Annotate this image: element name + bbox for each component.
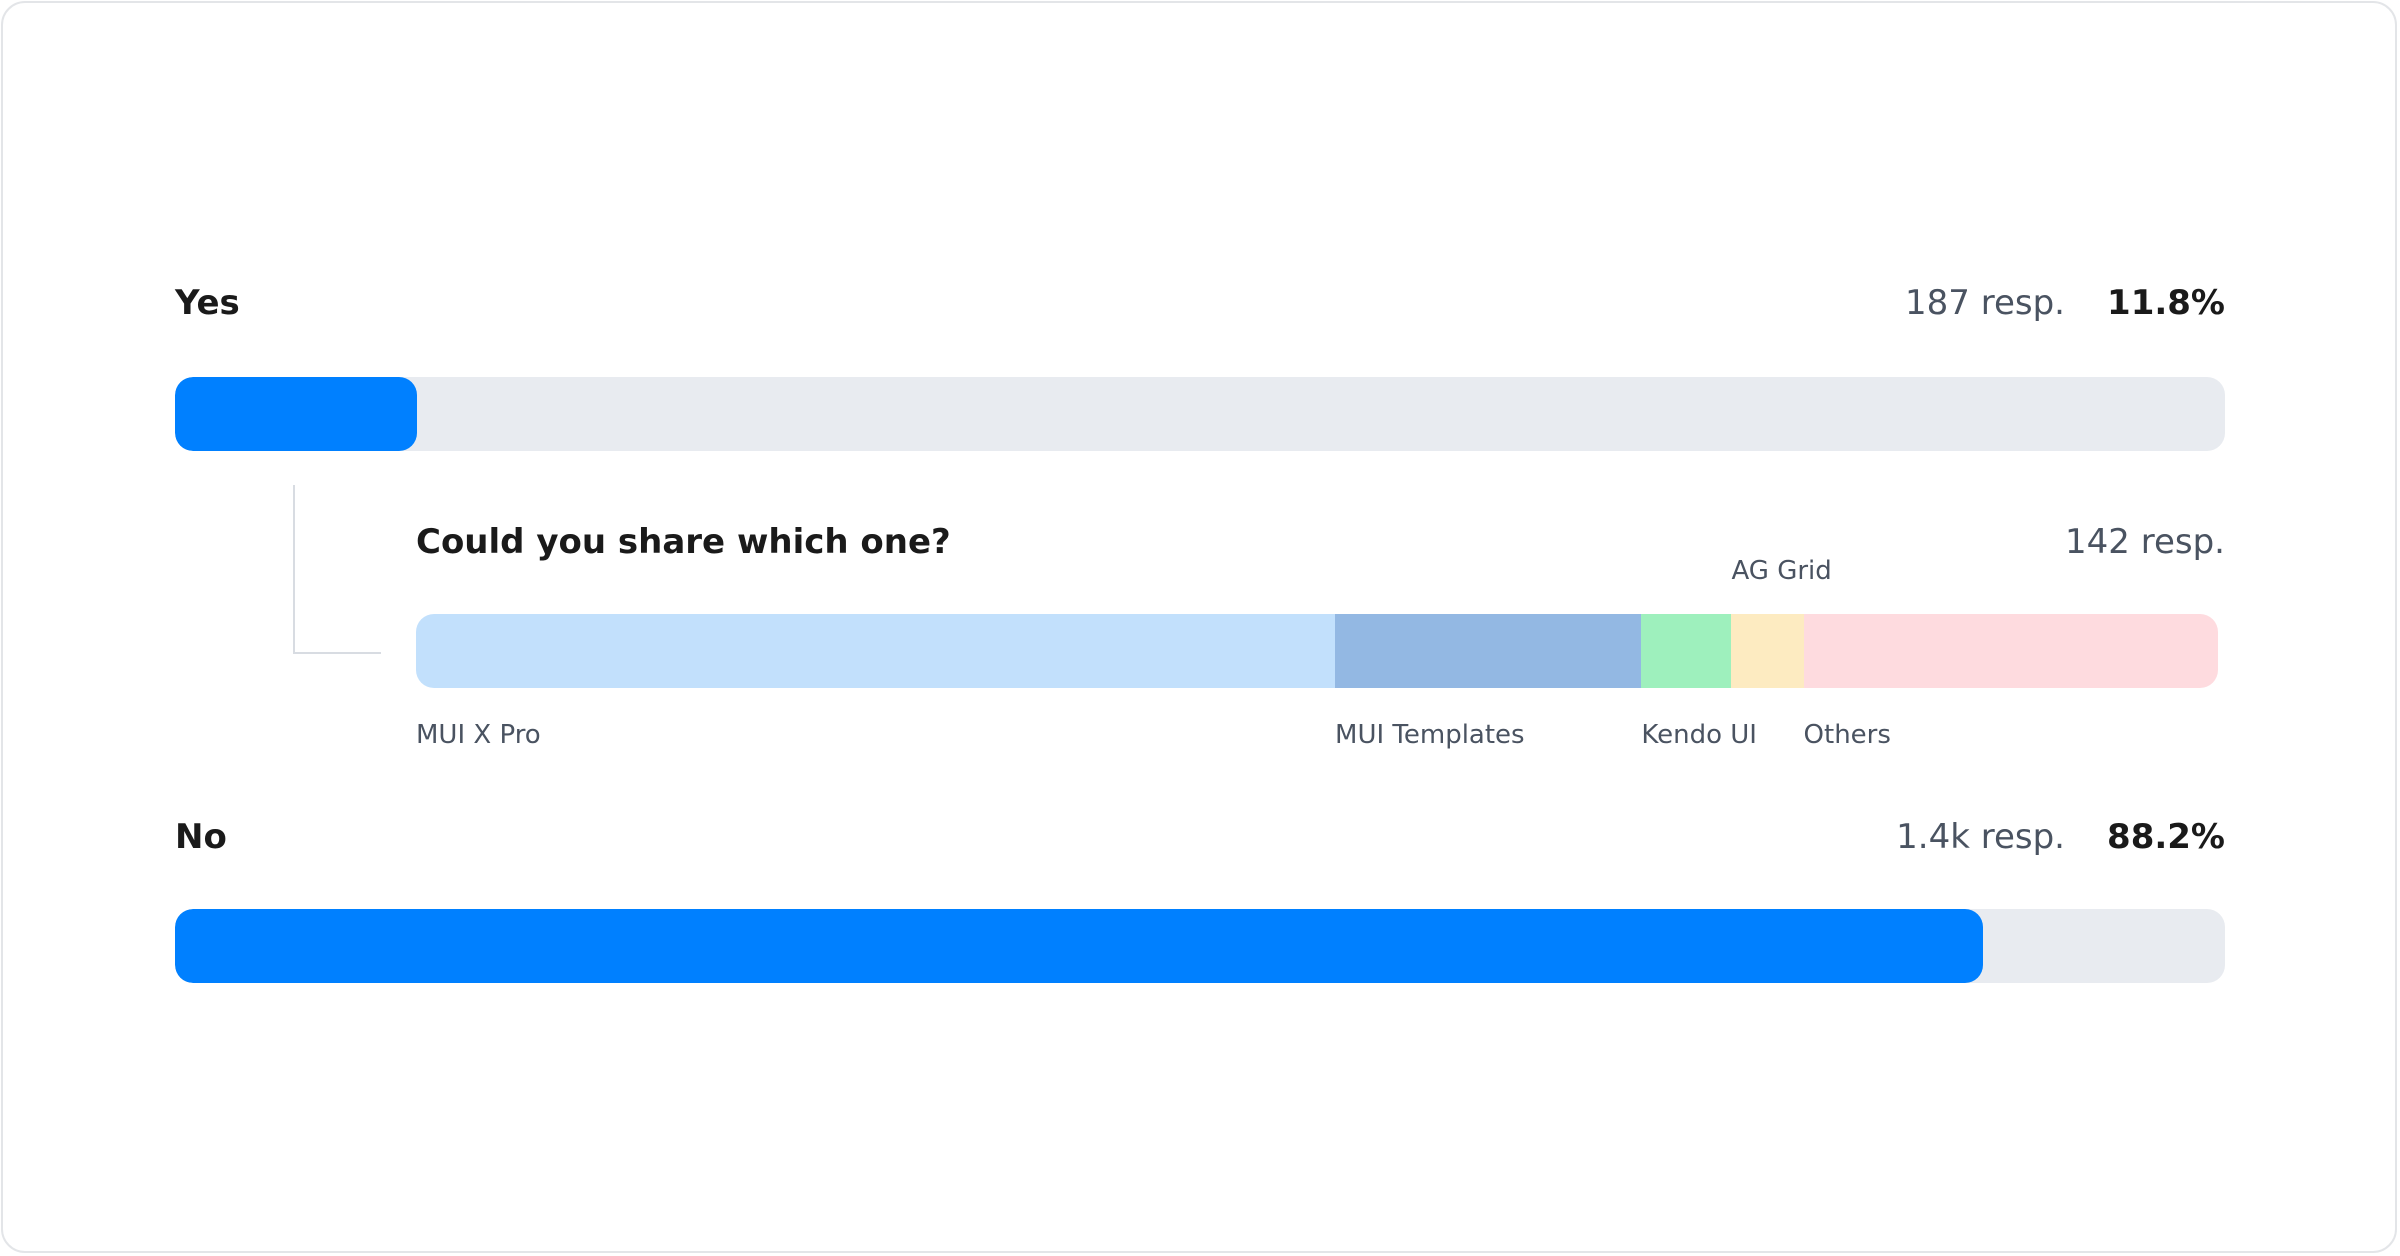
segment-mui-x-pro (416, 614, 1336, 688)
segment-ag-grid (1731, 614, 1805, 688)
yes-bar-track (175, 377, 2225, 451)
yes-bar-fill (175, 377, 417, 451)
followup-question: Could you share which one? (416, 522, 951, 562)
no-bar-track (175, 909, 2225, 983)
segment-mui-templates (1335, 614, 1642, 688)
yes-responses: 187 resp. (1905, 283, 2065, 323)
segment-label: AG Grid (1731, 556, 1832, 586)
segment-others (1803, 614, 2218, 688)
yes-percent: 11.8% (2107, 283, 2225, 323)
no-bar-fill (175, 909, 1984, 983)
no-responses: 1.4k resp. (1896, 817, 2065, 857)
followup-connector (293, 485, 381, 654)
segment-label: Kendo UI (1641, 720, 1757, 750)
answer-label-no: No (175, 817, 227, 857)
segment-kendo-ui (1641, 614, 1732, 688)
followup-responses: 142 resp. (2065, 522, 2225, 562)
segment-label: MUI Templates (1335, 720, 1525, 750)
segment-label: MUI X Pro (416, 720, 541, 750)
answer-label-yes: Yes (175, 283, 240, 323)
no-percent: 88.2% (2107, 817, 2225, 857)
followup-stacked-bar (416, 614, 2218, 688)
segment-label: Others (1803, 720, 1891, 750)
